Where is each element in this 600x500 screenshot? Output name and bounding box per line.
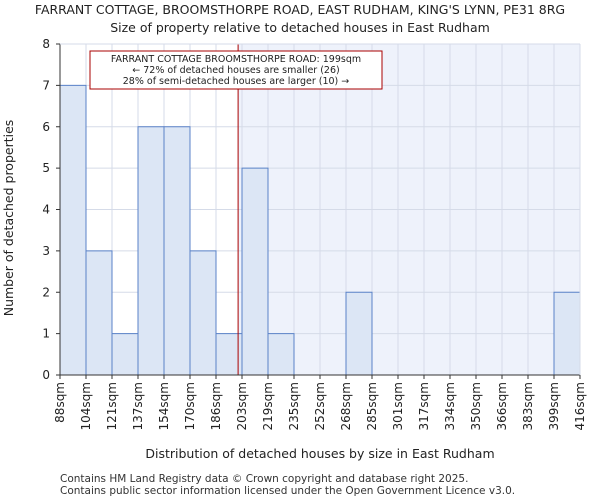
y-tick-label: 6 xyxy=(42,120,50,134)
x-tick-label: 104sqm xyxy=(79,382,93,430)
x-tick-label: 252sqm xyxy=(313,382,327,430)
annotation-line-2: ← 72% of detached houses are smaller (26… xyxy=(132,65,339,76)
bar-137sqm xyxy=(137,126,165,376)
x-tick-label: 350sqm xyxy=(469,382,483,430)
bar-399sqm xyxy=(553,291,581,376)
chart-title: FARRANT COTTAGE, BROOMSTHORPE ROAD, EAST… xyxy=(35,2,565,17)
annotation-frame xyxy=(89,50,383,90)
y-tick-label: 5 xyxy=(42,161,50,175)
annotation-line-1: FARRANT COTTAGE BROOMSTHORPE ROAD: 199sq… xyxy=(111,54,361,65)
x-tick-label: 203sqm xyxy=(235,382,249,430)
bar-268sqm xyxy=(345,291,373,376)
annotation-box: FARRANT COTTAGE BROOMSTHORPE ROAD: 199sq… xyxy=(89,50,383,90)
bar-170sqm xyxy=(189,250,217,376)
y-tick-label: 2 xyxy=(42,285,50,299)
bar-104sqm xyxy=(85,250,113,376)
x-tick-label: 301sqm xyxy=(391,382,405,430)
bar-219sqm xyxy=(267,333,295,376)
y-tick-label: 8 xyxy=(42,37,50,51)
x-tick-label: 383sqm xyxy=(521,382,535,430)
annotation-line-3: 28% of semi-detached houses are larger (… xyxy=(123,76,350,87)
bar-88sqm xyxy=(59,84,87,376)
footer-line-2: Contains public sector information licen… xyxy=(60,485,515,497)
x-tick-label: 399sqm xyxy=(547,382,561,430)
x-tick-label: 121sqm xyxy=(105,382,119,430)
bar-154sqm xyxy=(163,126,191,376)
bar-121sqm xyxy=(111,333,139,376)
x-tick-label: 186sqm xyxy=(209,382,223,430)
x-axis-label: Distribution of detached houses by size … xyxy=(145,446,494,461)
x-tick-label: 170sqm xyxy=(183,382,197,430)
x-tick-label: 317sqm xyxy=(417,382,431,430)
x-tick-label: 268sqm xyxy=(339,382,353,430)
x-tick-label: 334sqm xyxy=(443,382,457,430)
x-tick-label: 235sqm xyxy=(287,382,301,430)
y-tick-label: 4 xyxy=(42,203,50,217)
y-tick-label: 1 xyxy=(42,327,50,341)
y-tick-label: 3 xyxy=(42,244,50,258)
footer-line-1: Contains HM Land Registry data © Crown c… xyxy=(60,473,468,485)
x-tick-label: 366sqm xyxy=(495,382,509,430)
y-axis-label: Number of detached properties xyxy=(1,120,16,317)
x-tick-label: 137sqm xyxy=(131,382,145,430)
x-tick-label: 154sqm xyxy=(157,382,171,430)
y-tick-label: 7 xyxy=(42,78,50,92)
bar-203sqm xyxy=(241,167,269,376)
x-tick-label: 219sqm xyxy=(261,382,275,430)
x-tick-label: 416sqm xyxy=(573,382,587,430)
x-tick-label: 88sqm xyxy=(53,382,67,423)
x-tick-label: 285sqm xyxy=(365,382,379,430)
y-tick-label: 0 xyxy=(42,368,50,382)
chart-subtitle: Size of property relative to detached ho… xyxy=(110,20,490,35)
